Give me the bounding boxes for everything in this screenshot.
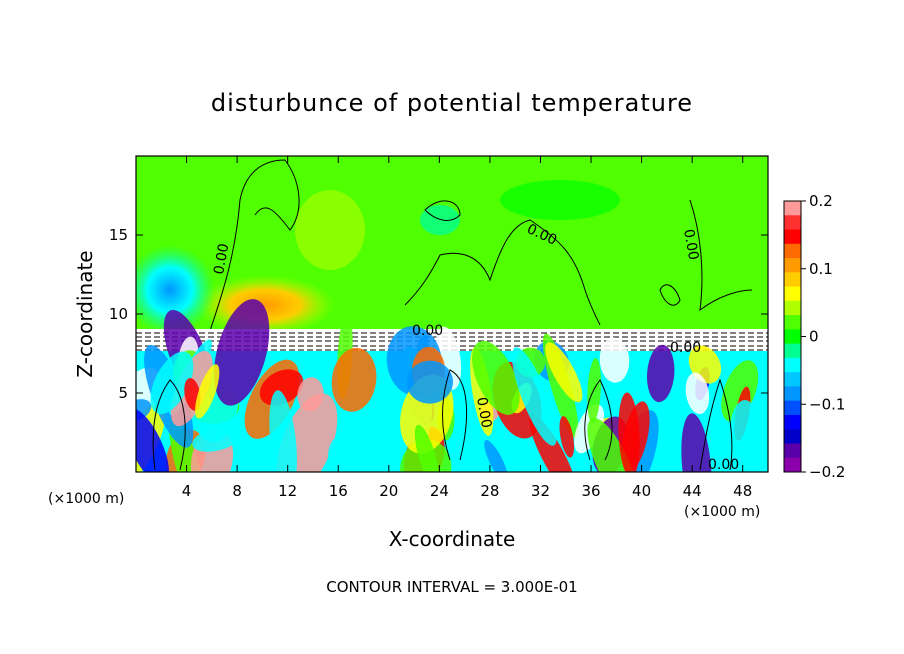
colorbar-swatch <box>784 300 801 316</box>
lower-pattern <box>136 299 759 472</box>
field-blob <box>406 360 453 404</box>
x-tick-label: 36 <box>581 482 600 500</box>
x-tick-label: 24 <box>430 482 449 500</box>
colorbar-swatch <box>784 414 801 430</box>
colorbar-swatch <box>784 357 801 373</box>
contour-label: 0.00 <box>670 340 701 356</box>
contour-label-group: 0.00 0.00 0.00 0.00 0.00 0.00 0.00 <box>211 221 739 473</box>
field-blob <box>511 347 557 446</box>
field-blob <box>599 337 630 383</box>
colorbar-swatch <box>784 372 801 387</box>
field-blob <box>327 434 383 472</box>
field-blob <box>587 358 601 423</box>
contour-lower-4 <box>699 378 733 471</box>
colorbar-swatch <box>784 429 801 444</box>
x-tick-label: 20 <box>379 482 398 500</box>
colorbar-swatch <box>784 201 801 216</box>
y-tick-label: 5 <box>118 384 128 402</box>
x-tick-label: 44 <box>683 482 702 500</box>
colorbar-swatch <box>784 272 801 288</box>
field-blob <box>150 351 194 415</box>
contour-interval-note: CONTOUR INTERVAL = 3.000E-01 <box>326 578 577 596</box>
y-axis-ticks: 5 10 15 <box>109 226 768 402</box>
colorbar <box>783 200 802 473</box>
x-tick-label: 4 <box>182 482 192 500</box>
colorbar-tick-label: −0.1 <box>809 395 845 413</box>
x-tick-label: 8 <box>232 482 242 500</box>
field-blob <box>730 400 758 451</box>
contour-upper-1 <box>209 159 300 332</box>
contour-label: 0.00 <box>680 228 701 261</box>
chart-title: disturbunce of potential temperature <box>211 89 693 117</box>
contour-label: 0.00 <box>473 396 494 429</box>
colorbar-swatch <box>784 215 801 231</box>
contour-upper-5 <box>689 199 753 312</box>
colorbar-tick-label: 0.2 <box>809 192 833 210</box>
cool-patch-3 <box>420 205 460 235</box>
x-axis-label: X-coordinate <box>389 527 516 551</box>
contour-lower-1 <box>152 379 186 471</box>
field-blob <box>214 299 270 406</box>
field-blob <box>587 418 638 472</box>
field-blob <box>685 372 710 415</box>
x-tick-label: 32 <box>531 482 550 500</box>
x-unit-right: (×1000 m) <box>684 504 760 520</box>
y-axis-label: Z-coordinate <box>73 250 97 377</box>
contour-label: 0.00 <box>412 323 443 339</box>
colorbar-swatch <box>784 286 801 302</box>
colorbar-swatch <box>784 386 801 402</box>
x-axis-ticks: 4 8 12 16 20 24 28 32 36 40 44 48 <box>182 156 752 500</box>
contour-upper-3 <box>424 200 461 221</box>
colorbar-swatch <box>784 457 801 473</box>
field-blob <box>259 369 304 406</box>
contour-upper-4 <box>659 284 681 306</box>
warm-patch-2 <box>295 190 365 270</box>
plot-area <box>136 156 768 472</box>
field-blob <box>545 342 583 403</box>
x-tick-label: 40 <box>632 482 651 500</box>
y-tick-label: 10 <box>109 305 128 323</box>
contour-lower-2 <box>442 369 467 461</box>
field-blob <box>647 344 675 403</box>
colorbar-swatch <box>784 315 801 330</box>
field-blob <box>331 347 377 412</box>
colorbar-tick-label: 0 <box>809 328 819 346</box>
colorbar-swatch <box>784 443 801 459</box>
colorbar-tick-label: −0.2 <box>809 463 845 481</box>
colorbar-swatch <box>784 343 801 359</box>
field-blob <box>681 413 712 472</box>
contour-label: 0.00 <box>708 457 739 473</box>
cool-patch-2 <box>500 180 620 220</box>
contour-upper-2 <box>404 219 601 326</box>
field-blob <box>269 390 297 472</box>
contour-label: 0.00 <box>211 242 232 275</box>
colorbar-swatch <box>784 258 801 273</box>
y-tick-label: 15 <box>109 226 128 244</box>
colorbar-swatch <box>784 329 801 345</box>
cool-patch-1 <box>136 245 215 335</box>
x-tick-label: 28 <box>480 482 499 500</box>
x-unit-left: (×1000 m) <box>48 491 124 507</box>
x-tick-label: 16 <box>329 482 348 500</box>
field-blob <box>297 377 324 412</box>
colorbar-swatch <box>784 229 801 245</box>
field-blob <box>195 364 220 419</box>
colorbar-ticks: 0.2 0.1 0 −0.1 −0.2 <box>801 192 845 481</box>
field-blob <box>559 416 575 458</box>
x-tick-label: 12 <box>278 482 297 500</box>
field-blob <box>472 340 520 415</box>
colorbar-swatch <box>784 243 801 259</box>
field-blob <box>618 392 640 472</box>
contour-lower-3 <box>584 379 613 461</box>
field-blob <box>136 408 170 472</box>
x-tick-label: 48 <box>733 482 752 500</box>
field-blob <box>484 439 509 472</box>
colorbar-tick-label: 0.1 <box>809 260 833 278</box>
colorbar-swatch <box>784 400 801 416</box>
